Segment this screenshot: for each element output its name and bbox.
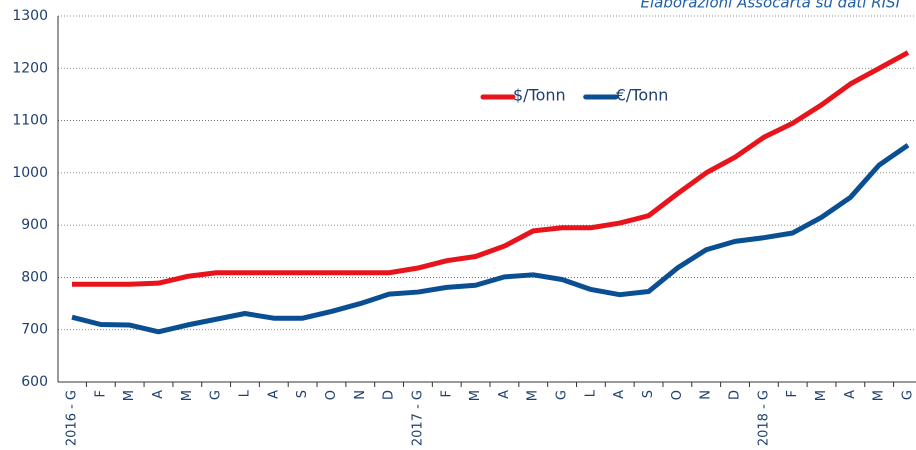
source-note: Elaborazioni Assocarta su dati RISI — [641, 0, 901, 12]
legend-label: €/Tonn — [616, 86, 669, 105]
x-tick-label: O — [324, 390, 339, 400]
y-tick-label: 800 — [21, 269, 48, 285]
x-tick-label: L — [583, 389, 598, 397]
x-tick-label: A — [612, 390, 627, 399]
x-tick-label: 2017 - G — [410, 390, 425, 446]
x-tick-label: D — [728, 390, 743, 400]
x-tick-label: G — [901, 390, 916, 400]
y-tick-label: 1300 — [12, 8, 48, 24]
x-tick-label: M — [814, 390, 829, 401]
x-tick-label: G — [555, 390, 570, 400]
x-tick-label: M — [468, 390, 483, 401]
y-tick-label: 600 — [21, 374, 48, 390]
x-tick-label: A — [497, 390, 512, 399]
x-tick-label: M — [526, 390, 541, 401]
x-tick-label: M — [122, 390, 137, 401]
x-tick-label: N — [699, 390, 714, 400]
x-tick-label: F — [785, 390, 800, 397]
x-tick-label: S — [295, 390, 310, 398]
x-tick-label: F — [439, 390, 454, 397]
y-tick-label: 1100 — [12, 113, 48, 129]
x-tick-label: A — [266, 390, 281, 399]
x-tick-label: L — [237, 389, 252, 397]
series-line — [71, 143, 910, 335]
series-line — [72, 50, 910, 287]
x-tick-label: F — [93, 390, 108, 397]
x-tick-label: O — [670, 390, 685, 400]
x-tick-label: S — [641, 390, 656, 398]
x-tick-label: M — [180, 390, 195, 401]
legend-label: $/Tonn — [513, 86, 566, 105]
x-tick-label: 2016 - G — [65, 390, 80, 446]
x-tick-label: M — [872, 390, 887, 401]
x-tick-label: 2018 - G — [756, 390, 771, 446]
x-tick-label: G — [209, 390, 224, 400]
x-tick-label: D — [382, 390, 397, 400]
x-tick-label: A — [151, 390, 166, 399]
y-tick-label: 1000 — [12, 165, 48, 181]
x-tick-label: N — [353, 390, 368, 400]
y-tick-label: 900 — [21, 217, 48, 233]
x-tick-label: A — [843, 390, 858, 399]
y-tick-label: 1200 — [12, 60, 48, 76]
y-tick-label: 700 — [21, 322, 48, 338]
